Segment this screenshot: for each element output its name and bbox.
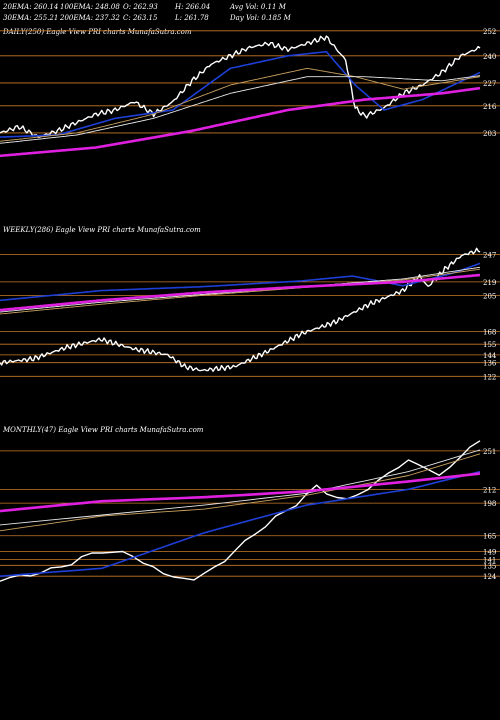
y-tick-label: 216 bbox=[483, 103, 497, 111]
y-tick-label: 155 bbox=[483, 341, 496, 349]
monthly-panel: MONTHLY(47) Eagle View PRI charts Munafa… bbox=[0, 426, 500, 582]
ema-mid1-series-line bbox=[0, 67, 481, 142]
monthly-panel-title: MONTHLY(47) Eagle View PRI charts Munafa… bbox=[2, 426, 204, 434]
ema-mid1-series-line bbox=[0, 268, 481, 315]
ema-slow-series-line bbox=[0, 273, 481, 312]
weekly-panel-title: WEEKLY(286) Eagle View PRI charts Munafa… bbox=[3, 226, 201, 234]
y-tick-label: 251 bbox=[483, 448, 496, 456]
y-tick-label: 212 bbox=[483, 486, 496, 494]
daily-panel: DAILY(250) Eagle View PRI charts MunafaS… bbox=[0, 28, 500, 158]
y-tick-label: 227 bbox=[483, 80, 496, 88]
daily-panel-title: DAILY(250) Eagle View PRI charts MunafaS… bbox=[2, 28, 192, 36]
y-tick-label: 144 bbox=[483, 352, 497, 360]
y-tick-label: 205 bbox=[483, 293, 496, 301]
stat-dayvol: Day Vol: 0.185 M bbox=[229, 14, 292, 22]
ema-fast-series-line bbox=[0, 470, 481, 577]
y-tick-label: 136 bbox=[483, 360, 497, 368]
stat-20ema: 20EMA: 260.14 bbox=[2, 3, 58, 11]
y-tick-label: 122 bbox=[483, 373, 496, 381]
y-tick-label: 219 bbox=[483, 279, 496, 287]
weekly-panel: WEEKLY(286) Eagle View PRI charts Munafa… bbox=[0, 226, 500, 381]
y-tick-label: 168 bbox=[483, 329, 496, 337]
y-tick-label: 124 bbox=[483, 573, 497, 581]
stat-high: H: 266.04 bbox=[174, 3, 210, 11]
ema-mid2-series-line bbox=[0, 75, 481, 144]
y-tick-label: 203 bbox=[483, 130, 496, 138]
ema-mid2-series-line bbox=[0, 449, 481, 526]
stat-30ema: 30EMA: 255.21 bbox=[3, 14, 58, 22]
stat-200ema: 200EMA: 237.32 bbox=[59, 14, 120, 22]
y-tick-label: 165 bbox=[483, 533, 496, 541]
y-tick-label: 141 bbox=[483, 556, 496, 564]
price-series-line bbox=[0, 247, 481, 372]
header-stats: 20EMA: 260.14 100EMA: 248.08 O: 262.93 H… bbox=[2, 3, 292, 22]
y-tick-label: 240 bbox=[483, 53, 496, 61]
ema-mid1-series-line bbox=[0, 453, 481, 532]
y-tick-label: 198 bbox=[483, 500, 496, 508]
stat-close: C: 263.15 bbox=[123, 14, 158, 22]
stat-avgvol: Avg Vol: 0.11 M bbox=[229, 3, 287, 11]
stat-open: O: 262.93 bbox=[123, 3, 158, 11]
y-tick-label: 252 bbox=[483, 28, 496, 36]
stat-100ema: 100EMA: 248.08 bbox=[60, 3, 120, 11]
y-tick-label: 135 bbox=[483, 562, 496, 570]
ema-slow-series-line bbox=[0, 86, 481, 158]
price-series-line bbox=[0, 35, 481, 139]
price-series-line bbox=[0, 440, 481, 582]
y-tick-label: 149 bbox=[483, 549, 496, 557]
ema-fast-series-line bbox=[0, 50, 481, 138]
ema-fast-series-line bbox=[0, 262, 481, 302]
stat-low: L: 261.78 bbox=[174, 14, 209, 22]
ema-slow-series-line bbox=[0, 472, 481, 513]
y-tick-label: 247 bbox=[483, 252, 496, 260]
